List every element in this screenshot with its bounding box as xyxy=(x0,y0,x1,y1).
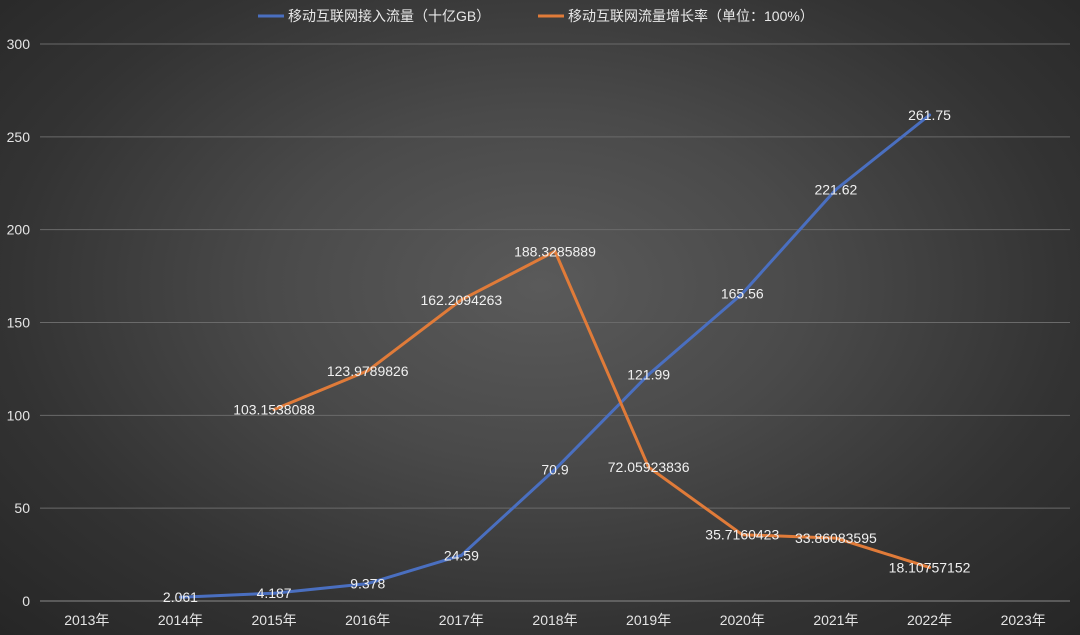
data-label: 4.187 xyxy=(257,585,292,601)
data-point xyxy=(366,582,370,586)
data-point xyxy=(366,369,370,373)
data-label: 18.10757152 xyxy=(889,559,971,575)
data-point xyxy=(834,188,838,192)
data-point xyxy=(553,249,557,253)
data-labels: 2.061 4.187 9.378 24.59 70.9 121.99 165.56 221.… xyxy=(163,107,971,605)
series-line-2 xyxy=(272,249,931,569)
x-tick-label: 2022年 xyxy=(907,612,952,628)
data-label: 72.05923836 xyxy=(608,459,690,475)
data-label: 33.86083595 xyxy=(795,530,877,546)
data-point xyxy=(647,465,651,469)
data-point xyxy=(647,373,651,377)
data-point xyxy=(272,407,276,411)
data-label: 35.7160423 xyxy=(705,527,779,543)
x-tick-label: 2016年 xyxy=(345,612,390,628)
y-tick-label: 250 xyxy=(7,129,31,145)
data-label: 261.75 xyxy=(908,107,951,123)
legend-label: 移动互联网流量增长率（单位：100%） xyxy=(568,8,814,24)
y-axis: 0 50 100 150 200 250 300 xyxy=(7,36,31,609)
data-label: 188.3285889 xyxy=(514,243,596,259)
data-point xyxy=(928,565,932,569)
y-tick-label: 200 xyxy=(7,222,31,238)
x-tick-label: 2021年 xyxy=(813,612,858,628)
data-point xyxy=(272,591,276,595)
data-label: 24.59 xyxy=(444,547,479,563)
data-label: 121.99 xyxy=(627,367,670,383)
data-point xyxy=(834,536,838,540)
data-label: 70.9 xyxy=(541,461,568,477)
series-lines xyxy=(178,113,932,599)
data-label: 221.62 xyxy=(814,182,857,198)
data-point xyxy=(928,113,932,117)
x-tick-label: 2018年 xyxy=(532,612,577,628)
x-tick-label: 2023年 xyxy=(1001,612,1046,628)
y-tick-label: 100 xyxy=(7,407,31,423)
data-point xyxy=(740,533,744,537)
gridlines xyxy=(40,43,1070,602)
legend: 移动互联网接入流量（十亿GB） 移动互联网流量增长率（单位：100%） xyxy=(258,8,814,24)
data-point xyxy=(459,298,463,302)
data-label: 123.9789826 xyxy=(327,363,409,379)
data-label: 103.1538088 xyxy=(233,401,315,417)
x-axis: 2013年 2014年 2015年 2016年 2017年 2018年 2019年 2020年… xyxy=(64,612,1046,628)
y-tick-label: 150 xyxy=(7,315,31,331)
data-point xyxy=(178,595,182,599)
y-tick-label: 0 xyxy=(22,593,30,609)
x-tick-label: 2014年 xyxy=(158,612,203,628)
x-tick-label: 2013年 xyxy=(64,612,109,628)
data-point xyxy=(740,292,744,296)
x-tick-label: 2019年 xyxy=(626,612,671,628)
data-label: 162.2094263 xyxy=(420,292,502,308)
legend-label: 移动互联网接入流量（十亿GB） xyxy=(288,8,490,24)
y-tick-label: 300 xyxy=(7,36,31,52)
x-tick-label: 2017年 xyxy=(439,612,484,628)
data-point xyxy=(459,553,463,557)
data-label: 2.061 xyxy=(163,589,198,605)
x-tick-label: 2020年 xyxy=(720,612,765,628)
x-tick-label: 2015年 xyxy=(252,612,297,628)
data-point xyxy=(553,467,557,471)
y-tick-label: 50 xyxy=(14,500,30,516)
data-label: 165.56 xyxy=(721,286,764,302)
data-label: 9.378 xyxy=(350,576,385,592)
